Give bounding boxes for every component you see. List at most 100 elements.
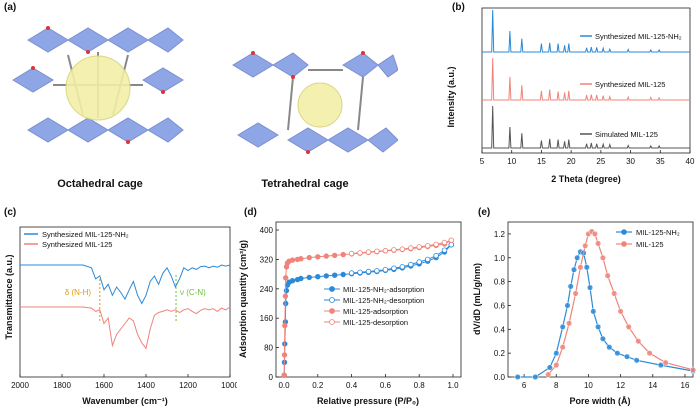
isotherm-legend-marker	[329, 286, 335, 292]
isotherm-xtick-label: 0.4	[346, 381, 358, 390]
pore-legend-marker	[621, 229, 627, 235]
isotherm-point	[340, 251, 346, 258]
pore-ylabel: dV/dD (mL/g/nm)	[472, 263, 482, 335]
pore-point	[567, 283, 574, 290]
pore-point	[595, 240, 602, 247]
pore-point	[633, 357, 640, 364]
isotherm-point	[323, 273, 329, 279]
pore-point	[545, 371, 552, 378]
xrd-xlabel: 2 Theta (degree)	[551, 174, 621, 184]
isotherm-point	[315, 254, 321, 260]
xrd-xtick-label: 15	[537, 157, 546, 166]
pore-point	[662, 359, 669, 366]
pore-ytick-label: 0.2	[494, 349, 506, 358]
panel-c-label: (c)	[4, 207, 17, 218]
isotherm-point	[424, 243, 431, 249]
pore-point	[595, 323, 602, 330]
xrd-xtick-label: 40	[686, 157, 695, 166]
ftir-xtick-label: 1800	[53, 381, 71, 390]
octahedral-cage-caption: Octahedral cage	[57, 178, 143, 190]
isotherm-ytick-label: 0	[269, 373, 274, 382]
pore-point	[532, 373, 539, 381]
ftir-xtick-label: 1400	[137, 381, 155, 390]
isotherm-point	[281, 352, 288, 358]
isotherm-legend-marker	[329, 319, 335, 325]
xrd-xtick-label: 30	[626, 157, 635, 166]
pore-series-line	[547, 230, 694, 375]
isotherm-legend-label: MIL-125-NH₂-adsorption	[343, 285, 424, 294]
isotherm-point	[283, 287, 290, 294]
xrd-xtick-label: 35	[656, 157, 665, 166]
xrd-series-line	[482, 57, 690, 101]
isotherm-point	[408, 261, 414, 268]
pore-point	[582, 242, 589, 249]
isotherm-ytick-label: 160	[260, 314, 274, 323]
pore-point	[577, 264, 584, 271]
isotherm-point	[441, 247, 448, 253]
ftir-annotation-label: δ (N-H)	[65, 288, 92, 297]
panel-a-label: (a)	[4, 2, 17, 13]
pore-point	[583, 264, 590, 271]
isotherm-point	[399, 264, 405, 270]
isotherm-point	[282, 322, 288, 329]
pore-point	[559, 344, 566, 351]
isotherm-point	[348, 250, 355, 257]
ftir-xtick-label: 1000	[221, 381, 237, 390]
isotherm-point	[416, 259, 422, 265]
pore-point	[574, 254, 581, 261]
n2-isotherm-chart: Adsorption quantity (cm³/g) 0.0 0.2 0.4 0.6…	[238, 221, 462, 406]
pore-series-line	[517, 251, 694, 378]
pore-point	[553, 362, 560, 369]
pore-point	[606, 344, 613, 351]
isotherm-point	[382, 267, 389, 273]
isotherm-ytick-label: 400	[260, 226, 274, 235]
pore-ytick-label: 0.6	[494, 301, 506, 310]
isotherm-xtick-label: 0.6	[380, 381, 392, 390]
pore-point	[514, 373, 521, 381]
isotherm-point	[298, 275, 304, 282]
xrd-chart: Intensity (a.u.) 5 10 15 20 25 30 35 40 2 Theta…	[446, 7, 695, 184]
isotherm-point	[281, 372, 287, 378]
isotherm-point	[357, 250, 363, 256]
isotherm-ylabel: Adsorption quantity (cm³/g)	[238, 240, 248, 358]
isotherm-xtick-label: 0.2	[312, 381, 324, 390]
pore-ytick-label: 0.8	[494, 278, 506, 287]
pore-xlabel: Pore width (Å)	[570, 396, 631, 406]
isotherm-point	[391, 247, 397, 253]
isotherm-point	[306, 254, 312, 261]
isotherm-point	[433, 241, 439, 247]
xrd-xtick-label: 5	[480, 157, 485, 166]
pore-ytick-label: 0.4	[494, 325, 506, 334]
pore-point	[604, 272, 611, 279]
isotherm-point	[331, 272, 338, 278]
pore-xtick-label: 10	[584, 381, 593, 390]
isotherm-point	[416, 244, 422, 250]
isotherm-point	[365, 268, 372, 275]
pore-point	[689, 366, 697, 373]
tetrahedral-cage-illustration	[232, 51, 398, 154]
panel-e-label: (e)	[478, 207, 491, 218]
pore-xtick-label: 12	[616, 381, 625, 390]
isotherm-legend-marker	[329, 297, 335, 303]
ftir-xtick-label: 2000	[11, 381, 29, 390]
xrd-series-line	[482, 105, 690, 149]
pore-point	[635, 338, 642, 345]
isotherm-point	[448, 242, 454, 248]
isotherm-point	[374, 248, 380, 254]
pore-point	[591, 230, 598, 237]
pore-xtick-label: 8	[554, 381, 559, 390]
pore-point	[646, 350, 653, 357]
isotherm-ytick-label: 80	[264, 344, 273, 353]
isotherm-point	[448, 237, 454, 243]
pore-point	[599, 335, 606, 342]
pore-legend-marker	[621, 241, 627, 247]
xrd-xtick-label: 20	[567, 157, 576, 166]
isotherm-xtick-label: 0.8	[414, 381, 426, 390]
pore-point	[623, 353, 631, 360]
isotherm-point	[331, 252, 338, 259]
pore-xtick-label: 16	[681, 381, 690, 390]
xrd-ylabel: Intensity (a.u.)	[446, 66, 456, 127]
isotherm-point	[399, 246, 405, 252]
pore-ytick-label: 0.0	[494, 373, 506, 382]
pore-ytick-label: 1.0	[494, 254, 506, 263]
